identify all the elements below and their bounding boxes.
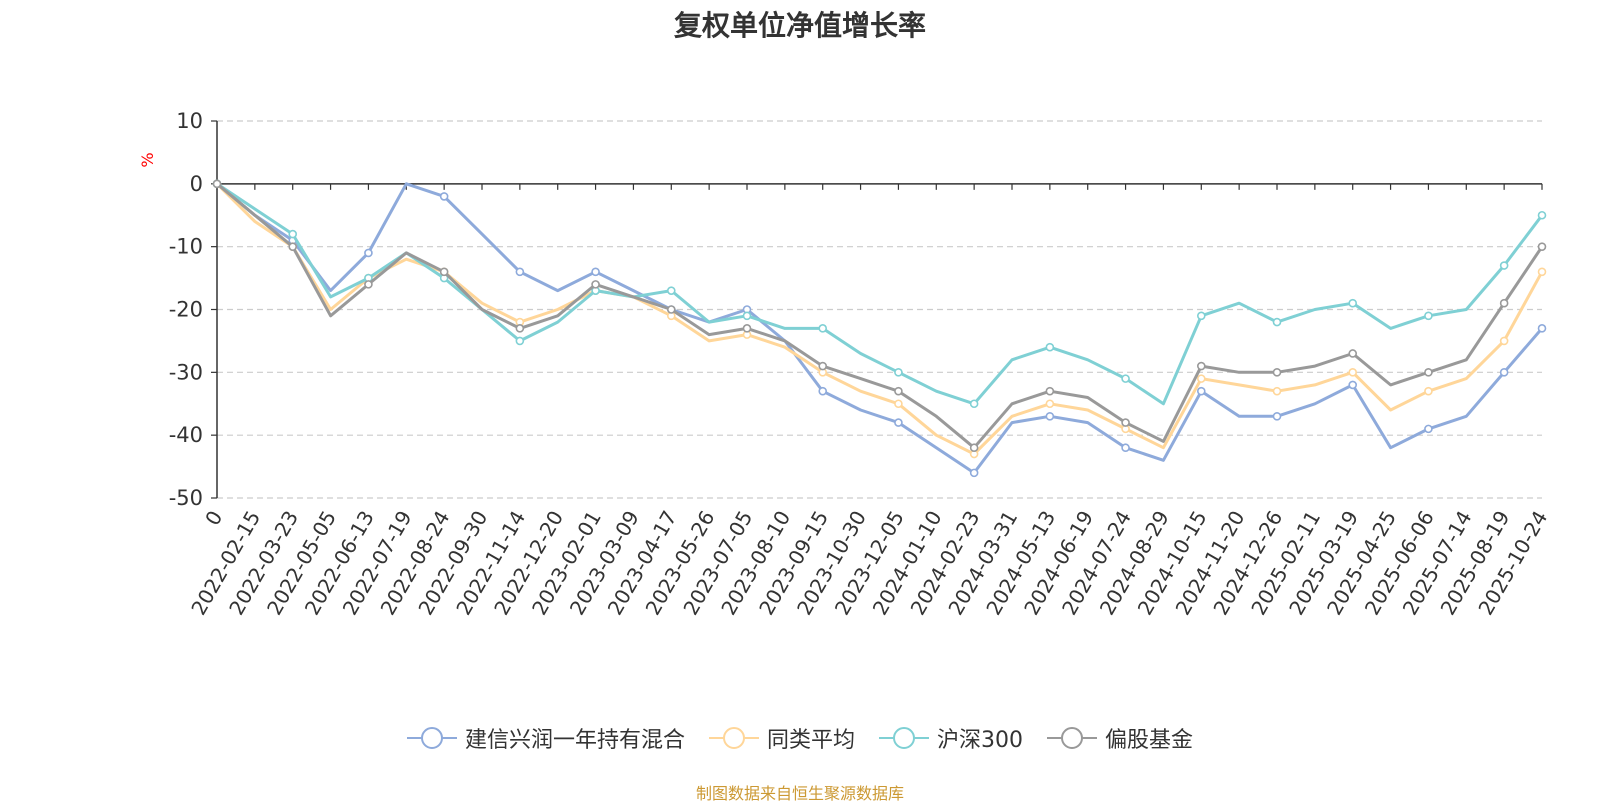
series-line — [216, 182, 1544, 450]
data-point — [1272, 412, 1282, 421]
source-note: 制图数据来自恒生聚源数据库 — [695, 784, 904, 803]
data-point — [364, 248, 373, 258]
series-line — [216, 182, 1544, 475]
x-tick-label: 0 — [200, 507, 227, 530]
data-point — [1499, 298, 1509, 308]
y-tick-label: -10 — [169, 235, 203, 259]
data-point — [1348, 368, 1358, 377]
data-point — [288, 229, 298, 239]
data-point — [1348, 349, 1358, 358]
series-lines — [212, 179, 1547, 478]
data-point — [439, 267, 449, 277]
data-point — [288, 242, 298, 251]
y-axis-label: % — [138, 152, 157, 167]
legend-marker-icon — [708, 727, 759, 749]
data-point — [1045, 399, 1055, 409]
grid-lines — [217, 120, 1542, 499]
data-point — [1424, 368, 1433, 377]
legend-label: 建信兴润一年持有混合 — [464, 728, 685, 753]
data-point — [1537, 324, 1547, 333]
series-2 — [212, 179, 1547, 409]
data-point — [818, 386, 828, 396]
legend-marker-icon — [1047, 727, 1097, 749]
data-point — [894, 399, 903, 409]
data-point — [1537, 242, 1547, 251]
data-point — [364, 280, 373, 289]
chart-title: 复权单位净值增长率 — [673, 9, 926, 42]
data-point — [591, 267, 600, 277]
data-point — [894, 368, 903, 377]
legend-label: 沪深300 — [937, 728, 1023, 753]
y-tick-label: 10 — [176, 109, 203, 133]
data-point — [1196, 374, 1206, 383]
data-point — [1196, 386, 1206, 396]
data-point — [1499, 368, 1509, 377]
data-point — [1196, 361, 1206, 371]
data-point — [1045, 412, 1055, 421]
data-point — [894, 418, 903, 427]
data-point — [818, 361, 828, 371]
legend-item[interactable]: 同类平均 — [708, 722, 855, 754]
series-0 — [212, 179, 1547, 478]
legend-item[interactable]: 建信兴润一年持有混合 — [406, 722, 685, 754]
legend-marker-icon — [879, 727, 929, 749]
data-point — [515, 267, 525, 277]
legend: 建信兴润一年持有混合 同类平均 沪深300 偏股基金 — [0, 722, 1600, 754]
legend-item[interactable]: 沪深300 — [879, 722, 1023, 754]
data-point — [1121, 443, 1130, 453]
data-point — [1348, 298, 1358, 308]
data-point — [1424, 311, 1433, 321]
legend-item[interactable]: 偏股基金 — [1047, 722, 1193, 754]
y-tick-label: 0 — [190, 172, 203, 196]
legend-marker-icon — [406, 727, 457, 749]
legend-label: 偏股基金 — [1105, 728, 1194, 753]
data-point — [1121, 374, 1130, 383]
data-point — [894, 386, 903, 396]
data-point — [969, 443, 979, 453]
data-point — [1121, 418, 1130, 427]
data-point — [969, 468, 979, 478]
data-point — [666, 286, 676, 295]
y-tick-label: -30 — [169, 360, 203, 384]
series-line — [215, 182, 1544, 456]
data-point — [1348, 380, 1358, 390]
data-point — [742, 324, 752, 333]
data-point — [591, 280, 600, 289]
y-tick-label: -50 — [169, 486, 203, 510]
data-point — [1272, 386, 1282, 396]
data-point — [1537, 210, 1547, 220]
legend-label: 同类平均 — [766, 728, 855, 753]
data-point — [818, 324, 828, 333]
data-point — [1424, 424, 1433, 434]
data-point — [1499, 261, 1509, 270]
data-point — [212, 179, 222, 189]
data-point — [515, 324, 525, 333]
series-3 — [212, 179, 1547, 453]
data-point — [1537, 267, 1547, 277]
data-point — [1272, 368, 1282, 377]
data-point — [1045, 386, 1055, 396]
data-point — [969, 399, 979, 409]
series-line — [216, 182, 1544, 406]
y-tick-label: -20 — [169, 298, 203, 322]
data-point — [666, 305, 676, 314]
data-point — [1272, 317, 1282, 327]
y-tick-label: -40 — [169, 423, 203, 447]
data-point — [1499, 336, 1509, 346]
data-point — [515, 336, 525, 346]
data-point — [1045, 342, 1055, 352]
data-point — [1424, 386, 1433, 396]
data-point — [439, 192, 449, 201]
data-point — [1196, 311, 1206, 321]
data-point — [742, 311, 752, 321]
